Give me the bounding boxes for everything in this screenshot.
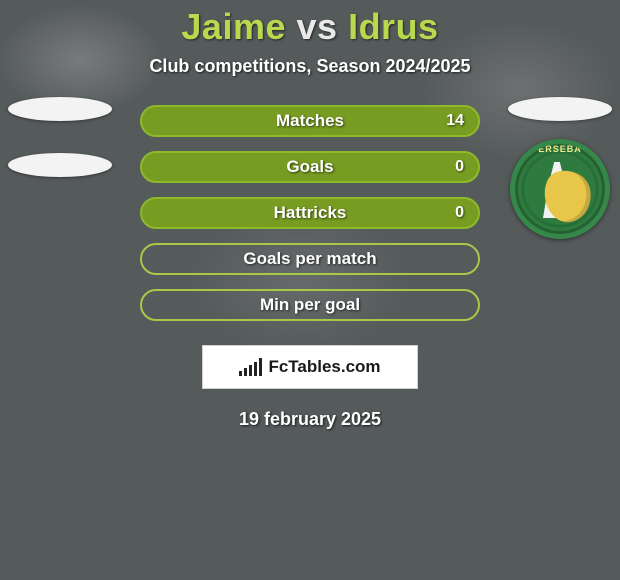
stat-pill-min-per-goal: Min per goal bbox=[140, 289, 480, 321]
bars-icon bbox=[239, 358, 262, 376]
stat-label: Hattricks bbox=[274, 203, 347, 223]
content-root: Jaime vs Idrus Club competitions, Season… bbox=[0, 0, 620, 580]
stat-label: Goals per match bbox=[243, 249, 376, 269]
brand-badge[interactable]: FcTables.com bbox=[202, 345, 418, 389]
ellipse-marker bbox=[8, 153, 112, 177]
brand-text: FcTables.com bbox=[268, 357, 380, 377]
stat-pill-hattricks: Hattricks 0 bbox=[140, 197, 480, 229]
stat-label: Goals bbox=[286, 157, 333, 177]
stat-label: Matches bbox=[276, 111, 344, 131]
left-player-markers bbox=[8, 97, 112, 177]
stats-area: ERSEBA Matches 14 Goals 0 Hattricks 0 Go… bbox=[0, 105, 620, 430]
stat-pill-stack: Matches 14 Goals 0 Hattricks 0 Goals per… bbox=[140, 105, 480, 321]
vs-text: vs bbox=[297, 6, 338, 47]
subtitle: Club competitions, Season 2024/2025 bbox=[149, 56, 470, 77]
stat-pill-goals-per-match: Goals per match bbox=[140, 243, 480, 275]
stat-value-right: 0 bbox=[455, 158, 464, 176]
player1-name: Jaime bbox=[181, 6, 286, 47]
club-logo: ERSEBA bbox=[510, 139, 610, 239]
date-text: 19 february 2025 bbox=[0, 409, 620, 430]
stat-value-right: 0 bbox=[455, 204, 464, 222]
club-logo-text: ERSEBA bbox=[515, 144, 605, 154]
right-player-markers: ERSEBA bbox=[508, 97, 612, 239]
stat-pill-goals: Goals 0 bbox=[140, 151, 480, 183]
ellipse-marker bbox=[8, 97, 112, 121]
stat-label: Min per goal bbox=[260, 295, 360, 315]
stat-pill-matches: Matches 14 bbox=[140, 105, 480, 137]
ellipse-marker bbox=[508, 97, 612, 121]
page-title: Jaime vs Idrus bbox=[181, 6, 438, 48]
stat-value-right: 14 bbox=[446, 112, 464, 130]
player2-name: Idrus bbox=[348, 6, 439, 47]
